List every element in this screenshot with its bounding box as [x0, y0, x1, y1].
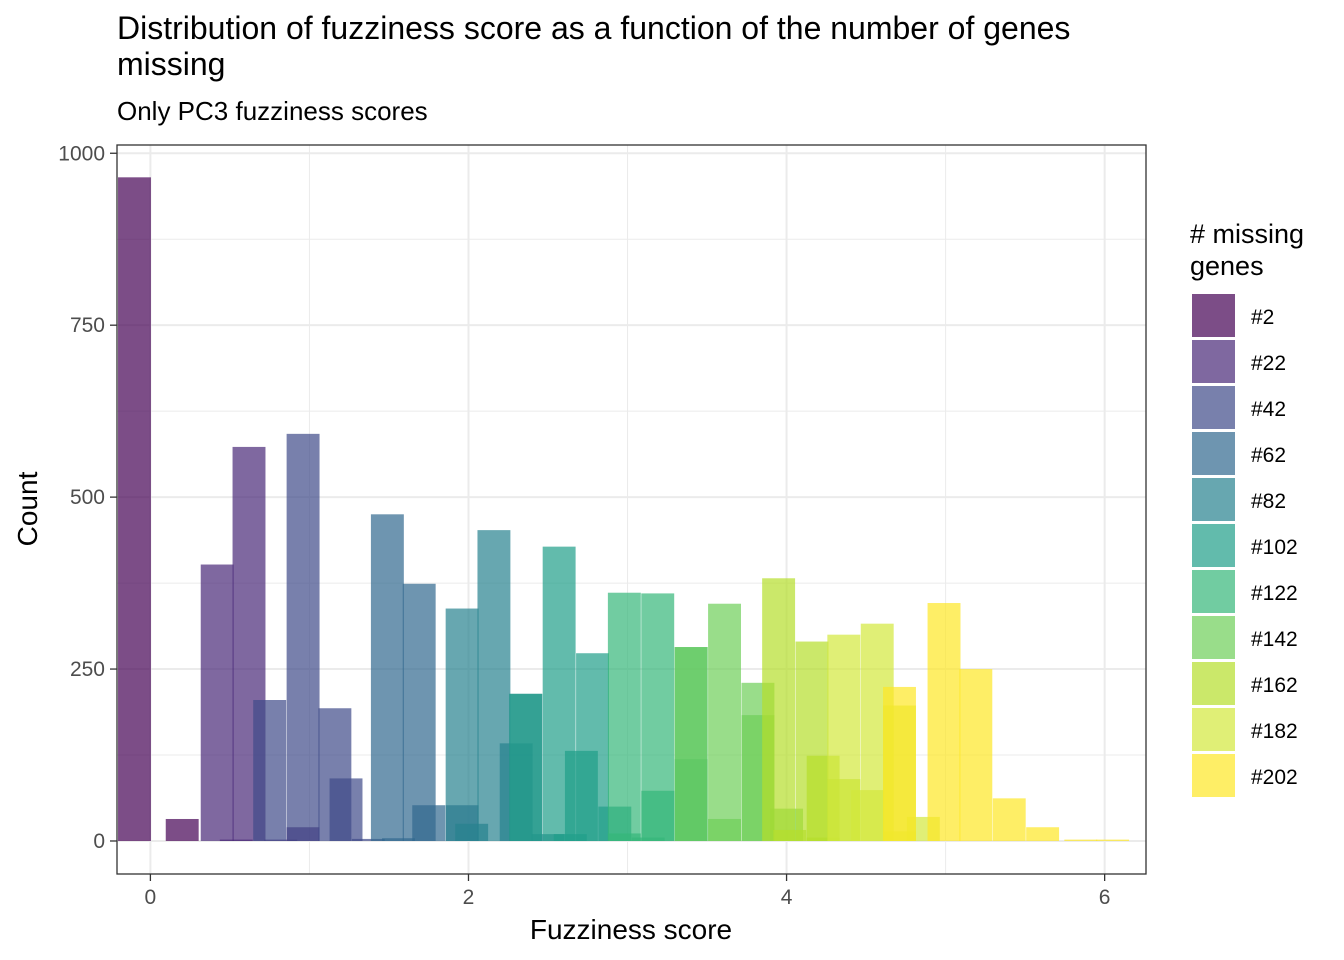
histogram-bar [607, 833, 641, 841]
legend-title-line-1: # missing [1190, 219, 1304, 249]
histogram-bar [992, 798, 1026, 841]
x-tick-label: 2 [463, 886, 475, 909]
legend-label: #102 [1251, 536, 1298, 559]
legend: # missing genes #2 #22 #42 #62 #82 #102 #122 #1… [1190, 219, 1304, 797]
legend-swatch [1192, 432, 1235, 475]
histogram-bar [553, 834, 587, 841]
x-tick-label: 6 [1099, 886, 1111, 909]
y-tick-label: 500 [70, 486, 105, 509]
legend-swatch [1192, 754, 1235, 797]
histogram-bar [773, 829, 807, 841]
histogram-bar [455, 823, 489, 841]
histogram-bar [445, 608, 479, 841]
histogram-bar [927, 603, 961, 841]
histogram-bar [1096, 839, 1130, 841]
histogram-bar [708, 818, 742, 841]
legend-entries: #2 #22 #42 #62 #82 #102 #122 #142 #162 #182 #202 [1192, 294, 1298, 797]
legend-label: #2 [1251, 306, 1274, 329]
legend-label: #22 [1251, 352, 1286, 375]
histogram-bar [402, 583, 436, 841]
x-tick-label: 0 [145, 886, 157, 909]
histogram-bar [1064, 839, 1098, 841]
plot-border [116, 144, 1147, 875]
legend-label: #182 [1251, 720, 1298, 743]
histogram-bar [564, 750, 598, 841]
x-axis-ticks: 0 2 4 6 [145, 874, 1111, 909]
y-tick-label: 750 [70, 314, 105, 337]
histogram-bar [370, 514, 404, 841]
legend-label: #162 [1251, 674, 1298, 697]
legend-title-line-2: genes [1190, 251, 1264, 281]
legend-swatch [1192, 662, 1235, 705]
histogram-bar [329, 778, 363, 841]
histogram-bar [253, 700, 287, 841]
legend-swatch [1192, 340, 1235, 383]
legend-swatch [1192, 708, 1235, 751]
y-axis-label: Count [12, 471, 43, 546]
legend-swatch [1192, 478, 1235, 521]
legend-swatch [1192, 570, 1235, 613]
histogram-bars [118, 177, 1130, 841]
histogram-bar [959, 669, 993, 841]
histogram-bar [674, 647, 708, 841]
histogram-bar [286, 433, 320, 841]
legend-swatch [1192, 616, 1235, 659]
histogram-bar [118, 177, 151, 841]
legend-swatch [1192, 524, 1235, 567]
y-axis-ticks: 0 250 500 750 1000 [58, 142, 117, 853]
legend-swatch [1192, 386, 1235, 429]
histogram-bar [509, 693, 543, 841]
x-tick-label: 4 [781, 886, 793, 909]
histogram-bar [607, 592, 641, 841]
histogram-bar [708, 603, 742, 841]
y-tick-label: 1000 [58, 142, 105, 165]
chart-subtitle: Only PC3 fuzziness scores [117, 96, 428, 126]
legend-label: #202 [1251, 766, 1298, 789]
legend-label: #122 [1251, 582, 1298, 605]
histogram-bar [351, 838, 385, 841]
y-tick-label: 0 [93, 830, 105, 853]
histogram-bar [219, 839, 253, 841]
histogram-bar [412, 805, 446, 841]
histogram-bar [641, 790, 675, 841]
histogram-bar [806, 837, 840, 841]
histogram-bar [165, 818, 199, 841]
x-axis-label: Fuzziness score [530, 914, 732, 945]
legend-label: #82 [1251, 490, 1286, 513]
histogram-bar [762, 578, 796, 841]
histogram-bar [883, 686, 916, 841]
histogram-bar [1026, 827, 1060, 841]
legend-swatch [1192, 294, 1235, 337]
chart-title: Distribution of fuzziness score as a fun… [117, 10, 1071, 82]
histogram-bar [851, 790, 885, 841]
legend-label: #42 [1251, 398, 1286, 421]
legend-label: #142 [1251, 628, 1298, 651]
histogram-bar [631, 837, 665, 841]
histogram-bar [200, 564, 234, 841]
y-tick-label: 250 [70, 658, 105, 681]
histogram-bar [382, 838, 415, 841]
legend-label: #62 [1251, 444, 1286, 467]
